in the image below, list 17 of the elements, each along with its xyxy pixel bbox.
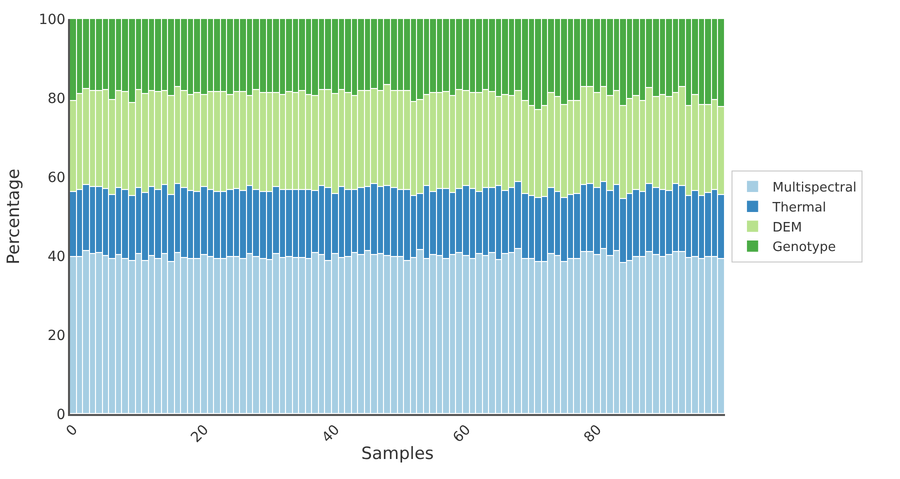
- y-axis-title: Percentage: [4, 168, 24, 264]
- y-tick-label: 0: [56, 406, 66, 423]
- legend-label: DEM: [772, 220, 802, 236]
- y-tick-label: 20: [48, 328, 66, 344]
- legend-label: Thermal: [772, 200, 826, 216]
- y-tick-label: 80: [48, 90, 66, 107]
- y-tick-label: 100: [38, 12, 66, 28]
- legend-label: Multispectral: [772, 180, 857, 196]
- x-tick-label: 60: [450, 422, 474, 446]
- y-tick-label: 40: [48, 248, 66, 265]
- x-tick-label: 40: [319, 422, 344, 446]
- x-tick-label: 0: [63, 422, 82, 440]
- y-tick-label: 60: [48, 170, 66, 186]
- x-axis-title: Samples: [361, 444, 434, 464]
- x-tick-label: 20: [188, 422, 212, 446]
- x-tick-label: 80: [581, 422, 606, 446]
- legend-label: Genotype: [772, 240, 836, 256]
